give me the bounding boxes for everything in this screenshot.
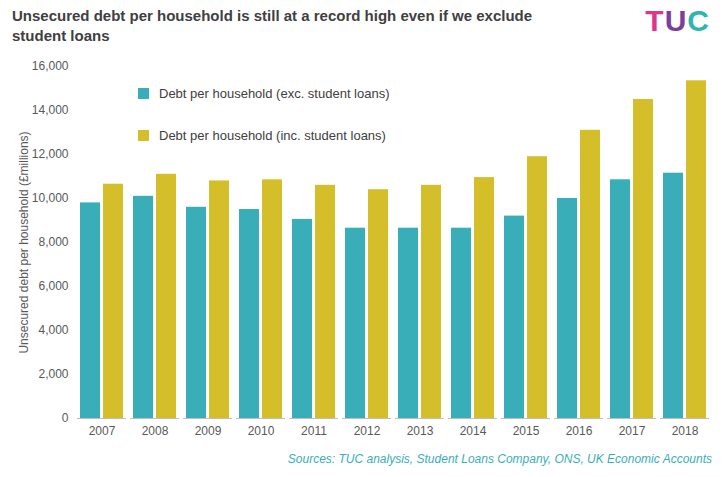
svg-text:2009: 2009 bbox=[195, 424, 222, 438]
html-text:Unsecured debt per household i: Unsecured debt per household is still at… bbox=[12, 7, 533, 44]
svg-text:6,000: 6,000 bbox=[38, 279, 68, 293]
svg-text:4,000: 4,000 bbox=[38, 323, 68, 337]
svg-text:2015: 2015 bbox=[513, 424, 540, 438]
svg-text:2017: 2017 bbox=[619, 424, 646, 438]
svg-text:2007: 2007 bbox=[89, 424, 116, 438]
html-text:Debt per household (exc. stude: Debt per household (exc. student loans) bbox=[159, 85, 390, 101]
svg-text:16,000: 16,000 bbox=[32, 59, 69, 73]
svg-text:2008: 2008 bbox=[142, 424, 169, 438]
svg-text:2018: 2018 bbox=[672, 424, 699, 438]
svg-text:12,000: 12,000 bbox=[32, 147, 69, 161]
svg-text:2014: 2014 bbox=[460, 424, 487, 438]
svg-text:2013: 2013 bbox=[407, 424, 434, 438]
html-text:Sources: TUC analysis, Student: Sources: TUC analysis, Student Loans Com… bbox=[287, 452, 712, 466]
svg-text:Unsecured debt per household (: Unsecured debt per household (£millions) bbox=[17, 131, 31, 353]
svg-text:14,000: 14,000 bbox=[32, 103, 69, 117]
svg-text:2010: 2010 bbox=[248, 424, 275, 438]
html-text:T U C: T U C bbox=[645, 4, 710, 37]
svg-text:8,000: 8,000 bbox=[38, 235, 68, 249]
svg-text:0: 0 bbox=[62, 411, 69, 425]
svg-text:2016: 2016 bbox=[566, 424, 593, 438]
html-text:Debt per household (inc. stude: Debt per household (inc. student loans) bbox=[159, 127, 386, 143]
svg-text:10,000: 10,000 bbox=[32, 191, 69, 205]
svg-text:2011: 2011 bbox=[301, 424, 327, 438]
svg-text:2012: 2012 bbox=[354, 424, 381, 438]
svg-text:2,000: 2,000 bbox=[38, 367, 68, 381]
